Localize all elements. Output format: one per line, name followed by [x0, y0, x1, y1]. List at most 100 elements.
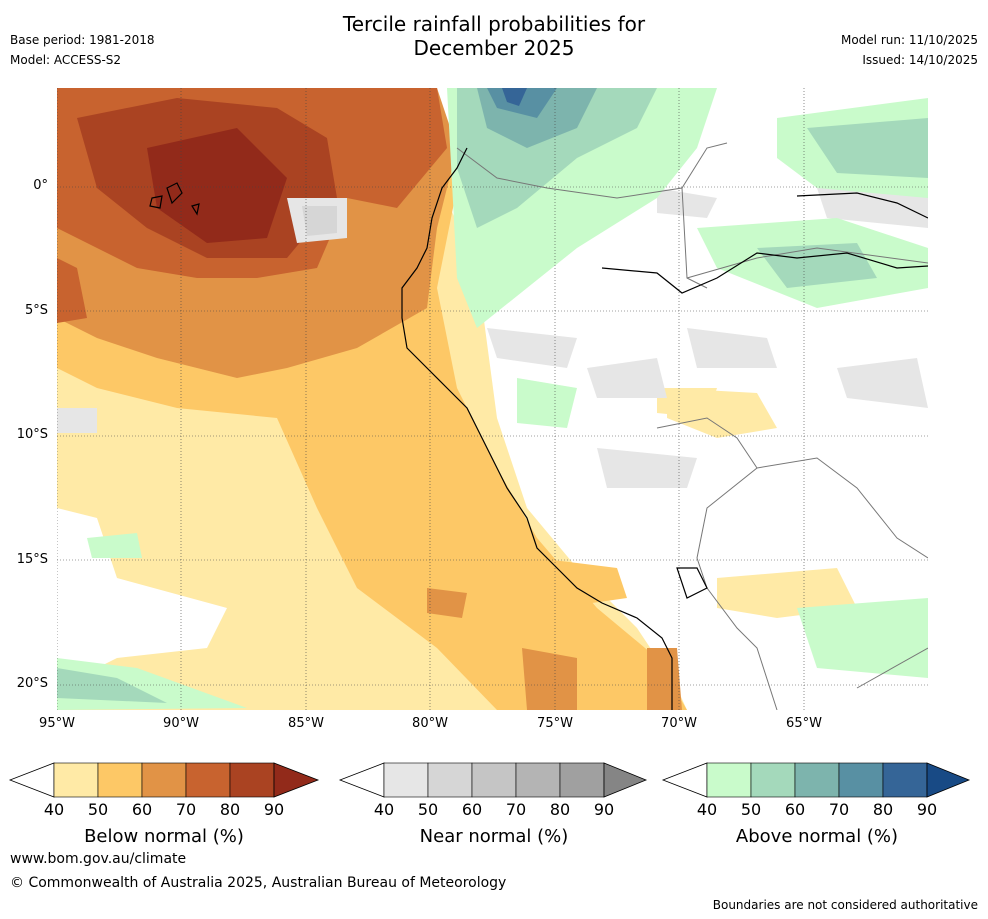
near-normal-extend-low [338, 762, 385, 798]
lon-label-80w: 80°W [412, 716, 448, 731]
near-normal-50-patch-ocean [302, 206, 337, 236]
footer-url[interactable]: www.bom.gov.au/climate [10, 851, 187, 867]
border-bolivia-brazil [756, 457, 928, 559]
near-normal-swatch-40 [383, 762, 429, 798]
near-normal-swatch-70 [515, 762, 561, 798]
below-normal-40-patch-bolivia [717, 568, 857, 618]
model-name: Model: ACCESS-S2 [10, 53, 122, 67]
below-tick-40: 40 [43, 800, 65, 819]
near-normal-patch-4 [597, 448, 697, 488]
above-normal-40-patch [517, 378, 577, 428]
border-bolivia-chile [706, 587, 778, 710]
near-tick-40: 40 [373, 800, 395, 819]
above-normal-50-southwest [57, 668, 167, 703]
above-normal-50-amazon [757, 243, 877, 288]
below-normal-label: Below normal (%) [84, 826, 244, 847]
lon-label-70w: 70°W [661, 716, 697, 731]
above-normal-swatch-50 [750, 762, 796, 798]
below-tick-80: 80 [219, 800, 241, 819]
near-normal-extend-high [603, 762, 648, 798]
lon-label-90w: 90°W [163, 716, 199, 731]
below-tick-50: 50 [87, 800, 109, 819]
near-normal-swatch-50 [427, 762, 473, 798]
title-line-1: Tercile rainfall probabilities for [342, 12, 646, 36]
amazon-river [601, 252, 928, 294]
near-normal-patch-3 [687, 328, 777, 368]
above-normal-swatch-70 [838, 762, 884, 798]
above-tick-40: 40 [696, 800, 718, 819]
above-normal-swatch-60 [794, 762, 840, 798]
below-normal-70-patch-west [57, 258, 87, 323]
header-right-info: Model run: 11/10/2025 Issued: 14/10/2025 [841, 30, 978, 70]
title-line-2: December 2025 [413, 36, 575, 60]
lon-label-85w: 85°W [288, 716, 324, 731]
below-normal-swatch-50 [97, 762, 143, 798]
near-normal-swatch-60 [471, 762, 517, 798]
country-borders [456, 142, 928, 710]
lon-label-65w: 65°W [786, 716, 822, 731]
colorbar-near-normal [338, 762, 648, 798]
galapagos-islands [149, 182, 200, 216]
below-normal-extend-low [8, 762, 55, 798]
near-normal-shading [57, 178, 928, 488]
lon-label-75w: 75°W [537, 716, 573, 731]
probability-map [57, 88, 928, 710]
footer-copyright: © Commonwealth of Australia 2025, Austra… [10, 875, 507, 891]
graticule [57, 88, 928, 710]
above-tick-70: 70 [828, 800, 850, 819]
near-normal-patch-7 [837, 358, 928, 408]
above-normal-extend-low [661, 762, 708, 798]
lat-label-20s: 20°S [16, 676, 48, 691]
coastline-pacific [401, 147, 673, 710]
above-normal-extend-high [926, 762, 971, 798]
above-normal-70-north [487, 88, 557, 118]
below-normal-60-patch-south [522, 648, 577, 710]
lat-label-15s: 15°S [16, 552, 48, 567]
above-normal-swatch-40 [706, 762, 752, 798]
colorbar-above-normal [661, 762, 971, 798]
border-brazil-colombia [686, 247, 928, 279]
above-normal-50-northeast [807, 118, 928, 178]
above-tick-50: 50 [740, 800, 762, 819]
colorbar-below-normal [8, 762, 320, 798]
below-tick-90: 90 [263, 800, 285, 819]
near-normal-swatch-80 [559, 762, 605, 798]
border-bolivia-paraguay [856, 647, 928, 689]
below-normal-swatch-80 [229, 762, 275, 798]
issued-date: Issued: 14/10/2025 [862, 53, 978, 67]
colorbar-legends [8, 762, 971, 798]
below-normal-90-region [147, 128, 287, 243]
footer-disclaimer: Boundaries are not considered authoritat… [712, 898, 978, 912]
model-run-date: Model run: 11/10/2025 [840, 33, 978, 47]
below-normal-40-patch-peru [667, 388, 777, 438]
above-tick-60: 60 [784, 800, 806, 819]
near-normal-patch-west [57, 408, 97, 433]
near-normal-patch-1 [487, 328, 577, 368]
below-normal-swatch-60 [141, 762, 187, 798]
below-normal-60-patch-mid [427, 588, 467, 618]
near-tick-50: 50 [417, 800, 439, 819]
below-normal-swatch-70 [185, 762, 231, 798]
above-normal-shading [57, 88, 928, 710]
lat-label-10s: 10°S [16, 427, 48, 442]
above-normal-40-patch-west [87, 533, 142, 558]
below-tick-60: 60 [131, 800, 153, 819]
base-period: Base period: 1981-2018 [10, 33, 155, 47]
below-tick-70: 70 [175, 800, 197, 819]
lake-titicaca [676, 567, 708, 599]
rio-negro [796, 192, 928, 219]
near-tick-70: 70 [505, 800, 527, 819]
below-normal-extend-high [273, 762, 320, 798]
near-normal-patch-2 [587, 358, 667, 398]
below-normal-swatch-40 [53, 762, 99, 798]
near-tick-90: 90 [593, 800, 615, 819]
above-tick-90: 90 [916, 800, 938, 819]
above-normal-80-north [502, 88, 527, 106]
above-normal-label: Above normal (%) [735, 826, 899, 847]
lat-label-5s: 5°S [24, 303, 48, 318]
below-normal-60-patch-coast [647, 648, 682, 710]
near-tick-60: 60 [461, 800, 483, 819]
lon-label-95w: 95°W [39, 716, 75, 731]
near-normal-label: Near normal (%) [419, 826, 569, 847]
below-normal-shading [57, 88, 857, 710]
